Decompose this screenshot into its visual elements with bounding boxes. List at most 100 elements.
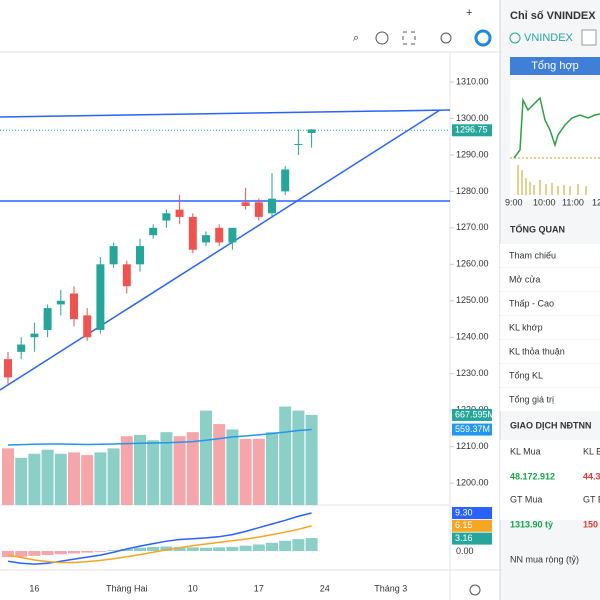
time-label: 10:00 [533, 197, 556, 207]
fullscreen-icon[interactable] [402, 31, 416, 45]
volume-bar [81, 455, 94, 505]
volume-bar [28, 453, 41, 505]
volume-bar [292, 410, 305, 505]
add-icon[interactable]: + [466, 7, 472, 19]
macd-bar [68, 550, 80, 554]
settings-icon[interactable] [469, 584, 481, 596]
candle-body [136, 246, 144, 265]
volume-bar [41, 449, 54, 505]
row [500, 388, 600, 411]
candle-body [17, 344, 26, 352]
y-tick-label: 1310.00 [456, 76, 489, 86]
intraday-chart [510, 80, 600, 200]
row-label: Tổng giá trị [509, 394, 554, 404]
row-label: KL thỏa thuận [509, 346, 565, 356]
tab-label[interactable]: Tổng hợp [531, 60, 579, 72]
trend-line [0, 109, 441, 391]
candle-body [215, 227, 224, 243]
x-tick-label: 24 [320, 583, 330, 593]
volume-bar [252, 438, 265, 505]
share-icon[interactable] [440, 32, 452, 44]
row-label: Tham chiếu [509, 250, 556, 260]
macd-bar [134, 547, 146, 551]
macd-bar [147, 546, 160, 551]
volume-bar [120, 436, 133, 505]
y-tick-label: 1260.00 [456, 259, 489, 269]
macd-bar [173, 546, 186, 551]
candle-body [109, 246, 118, 265]
macd-bar [120, 548, 133, 551]
time-label: 11:00 [562, 197, 584, 207]
volume-bar [94, 452, 107, 505]
volume-bar [173, 436, 186, 505]
settings-icon[interactable] [375, 31, 389, 45]
volume-bar [200, 410, 212, 505]
volume-bar [279, 406, 292, 505]
candle-body [175, 209, 184, 217]
macd-bar [41, 550, 54, 556]
label: KL Mua [510, 446, 541, 456]
candle-body [254, 202, 263, 217]
row-label: Thấp - Cao [509, 298, 554, 308]
intraday-line [513, 96, 600, 159]
y-tick-label: 1290.00 [456, 149, 489, 159]
macd-bar [15, 550, 28, 557]
x-tick-label: 17 [254, 583, 264, 593]
candle-body [96, 264, 105, 330]
last-price-tag [452, 124, 492, 137]
candle-body [149, 227, 158, 236]
row-label: Tổng KL [509, 370, 543, 380]
x-tick-label: 16 [29, 583, 39, 593]
edit-button[interactable] [581, 29, 597, 46]
value: 1313.90 tỷ [510, 519, 553, 529]
label: KL B [583, 446, 600, 456]
panel-title: Chỉ số VNINDEX [510, 10, 596, 22]
volume-bar [160, 432, 173, 505]
x-tick-label: Tháng 3 [374, 583, 407, 593]
candle-body [162, 213, 171, 221]
macd-bar [160, 546, 173, 551]
y-tick-label: 1230.00 [456, 368, 489, 378]
y-tick-label: 1200.00 [456, 477, 489, 487]
candle-body [241, 202, 250, 206]
volume-bar [68, 452, 80, 505]
signal-line [7, 525, 312, 564]
y-tick-label: 1280.00 [456, 186, 489, 196]
candle-body [122, 264, 131, 287]
zoom-icon[interactable]: ⌕ [353, 32, 359, 44]
volume-bar [239, 438, 252, 505]
y-tick-label: 1210.00 [456, 441, 489, 451]
macd-bar [305, 538, 318, 551]
volume-bar [107, 448, 120, 505]
candle-body [228, 227, 237, 243]
row [500, 364, 600, 387]
candle-body [56, 300, 65, 305]
macd-bar [200, 547, 212, 551]
candle-body [294, 143, 303, 145]
y-tick-label: 1270.00 [456, 222, 489, 232]
tab[interactable] [510, 57, 600, 75]
row [500, 292, 600, 315]
x-tick-label: Tháng Hai [106, 583, 148, 593]
candle-body [30, 333, 39, 338]
macd-label: 0.00 [456, 546, 474, 556]
section-title: GIAO DỊCH NĐTNN [510, 420, 592, 430]
volume-bar [266, 432, 278, 505]
label: GT B [583, 494, 600, 504]
volume-bar [147, 440, 160, 505]
candle-body [4, 359, 12, 378]
volume-bar [186, 432, 199, 505]
section-title: TỔNG QUAN [510, 223, 565, 234]
macd-bar [279, 540, 292, 551]
symbol-icon [509, 32, 521, 44]
intraday-volume [517, 165, 587, 195]
macd-bar [226, 546, 239, 551]
volume-ma-label-tag [452, 423, 492, 436]
volume-label: 667.595M [455, 409, 495, 419]
macd-label-tag [452, 532, 492, 545]
volume-bar [305, 414, 318, 505]
symbol[interactable]: VNINDEX [524, 32, 574, 44]
volume-ma-label: 559.37M [455, 424, 490, 434]
candle-body [43, 308, 52, 330]
macd-bar [292, 539, 305, 551]
